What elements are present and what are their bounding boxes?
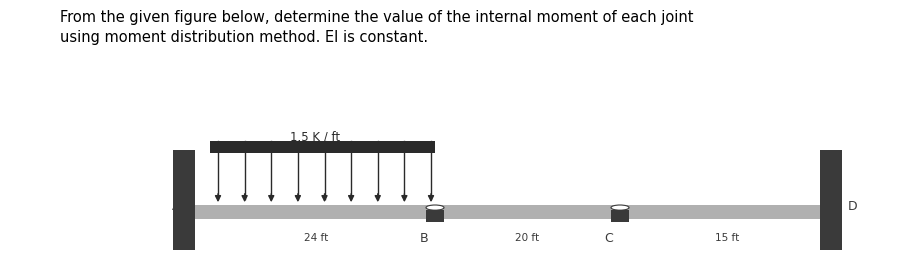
Text: A: A xyxy=(171,200,180,214)
Text: 24 ft: 24 ft xyxy=(304,233,328,243)
Bar xyxy=(210,141,435,153)
Text: 20 ft: 20 ft xyxy=(515,233,539,243)
Bar xyxy=(426,210,444,222)
Text: 15 ft: 15 ft xyxy=(715,233,739,243)
Text: C: C xyxy=(604,231,613,245)
Text: From the given figure below, determine the value of the internal moment of each : From the given figure below, determine t… xyxy=(60,10,694,45)
Bar xyxy=(195,205,830,219)
Text: B: B xyxy=(419,231,428,245)
Bar xyxy=(173,150,195,250)
Bar xyxy=(611,210,629,222)
Circle shape xyxy=(426,205,444,210)
Circle shape xyxy=(611,205,629,210)
Text: D: D xyxy=(848,200,857,214)
Text: 1.5 K / ft: 1.5 K / ft xyxy=(290,130,340,143)
Bar xyxy=(820,150,842,250)
